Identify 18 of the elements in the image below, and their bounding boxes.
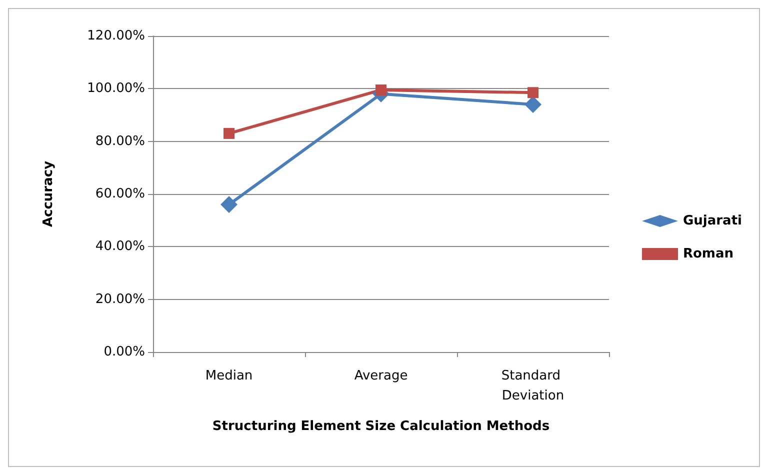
x-axis-title: Structuring Element Size Calculation Methods <box>212 419 550 434</box>
y-tick-label: 120.00% <box>87 28 145 44</box>
x-tick-label: Median <box>205 368 253 384</box>
point <box>224 128 234 139</box>
y-tick-label: 100.00% <box>87 81 145 96</box>
legend-label: Gujarati <box>682 214 742 228</box>
y-tick-label: 60.00% <box>95 186 145 202</box>
y-axis-title: Accuracy <box>41 160 56 228</box>
y-tick-label: 80.00% <box>95 134 145 149</box>
y-tick-label: 40.00% <box>95 239 145 254</box>
y-tick-label: 20.00% <box>95 292 145 307</box>
x-tick-label: Standard Deviation <box>501 368 565 404</box>
point <box>220 196 238 214</box>
legend-label: Roman <box>682 246 734 262</box>
point <box>376 84 386 96</box>
point <box>528 87 538 98</box>
x-tick-label: Average <box>354 368 408 384</box>
y-tick-label: 0.00% <box>104 344 145 360</box>
